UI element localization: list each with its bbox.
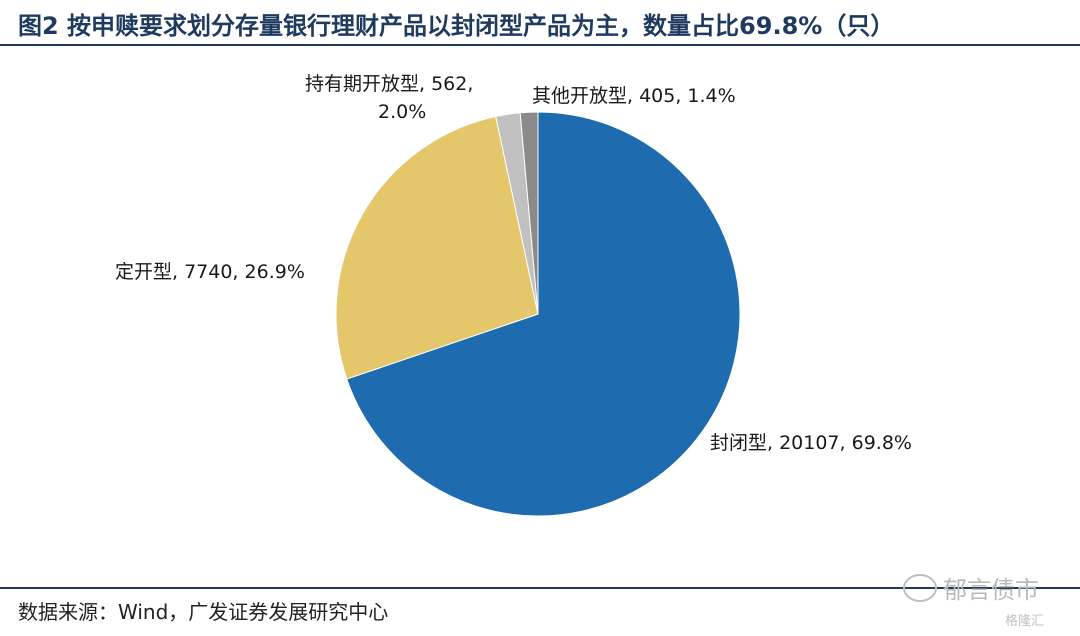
pie-slices	[335, 111, 741, 517]
pie-labels: 封闭型, 20107, 69.8% 定开型, 7740, 26.9% 持有期开放型,…	[115, 73, 912, 454]
data-source: 数据来源：Wind，广发证券发展研究中心	[18, 600, 389, 624]
slice-label-0: 封闭型, 20107, 69.8%	[710, 432, 912, 454]
pie-slice-1	[335, 115, 539, 380]
watermark-text: 郁言债市	[943, 576, 1039, 604]
watermark-small: 格隆汇	[1005, 614, 1045, 629]
top-rule	[0, 44, 1080, 46]
slice-label-3: 其他开放型, 405, 1.4%	[532, 85, 736, 107]
slice-label-2: 持有期开放型, 562,	[305, 73, 473, 95]
slice-label-2-line2: 2.0%	[378, 101, 426, 123]
watermark: 郁言债市	[903, 570, 1039, 605]
slice-label-1: 定开型, 7740, 26.9%	[115, 261, 305, 283]
wechat-icon	[903, 573, 937, 602]
bottom-rule	[0, 587, 1080, 589]
pie-slice-0	[346, 111, 741, 517]
chart-title: 图2 按申赎要求划分存量银行理财产品以封闭型产品为主，数量占比69.8%（只）	[18, 12, 895, 40]
pie-slice-3	[519, 111, 539, 315]
